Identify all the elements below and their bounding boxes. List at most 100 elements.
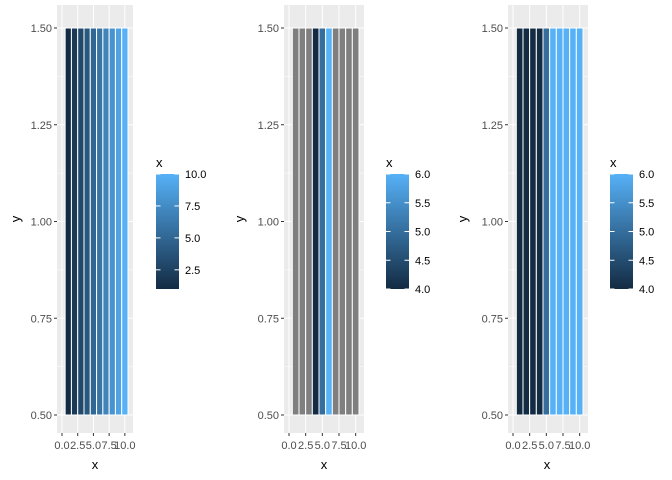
x-tick-label: 0.0: [505, 440, 520, 452]
panel-1-legend-colorbar: [156, 174, 179, 289]
tile: [64, 27, 72, 416]
tile: [83, 27, 91, 416]
tile: [575, 27, 584, 416]
tile: [515, 27, 524, 416]
x-tick-label: 2.5: [70, 440, 85, 452]
tile: [305, 27, 313, 416]
legend-label: 2.5: [185, 265, 200, 277]
legend-label: 4.0: [639, 284, 654, 296]
tile: [102, 27, 110, 416]
panel-2-legend-colorbar: [386, 174, 409, 289]
panel-2-tiles: [291, 27, 360, 416]
tile: [351, 27, 360, 416]
panel-2-legend: x 4.0 4.5 5.0 5.5 6.0: [386, 155, 430, 296]
tile: [311, 27, 320, 416]
legend-label: 4.5: [415, 255, 430, 267]
legend-label: 4.0: [415, 284, 430, 296]
panel-3-y-ticks: 0.50 0.75 1.00 1.25 1.50: [482, 23, 508, 422]
panel-2-y-ticks: 0.50 0.75 1.00 1.25 1.50: [258, 23, 284, 422]
panel-3-legend: x 4.0 4.5 5.0 5.5 6.0: [610, 155, 654, 296]
x-tick-label: 0.0: [54, 440, 69, 452]
panel-1-x-axis-title: x: [92, 457, 99, 472]
y-tick-label: 1.00: [258, 217, 279, 229]
y-tick-label: 1.25: [258, 120, 279, 132]
y-tick-label: 0.50: [258, 410, 279, 422]
panel-3-legend-colorbar: [610, 174, 633, 289]
legend-label: 5.0: [639, 227, 654, 239]
tile: [318, 27, 327, 416]
panel-2: 0.500.751.001.251.50 0.0 2.5 5.0 7.510.0 x …: [232, 5, 430, 472]
x-tick-label: 5.0: [315, 440, 330, 452]
legend-label: 5.5: [415, 198, 430, 210]
y-tick-label: 0.50: [482, 410, 503, 422]
tile: [121, 27, 129, 416]
tile: [108, 27, 116, 416]
x-tick-label: 10.0: [114, 440, 135, 452]
x-tick-label: 7.5: [555, 440, 570, 452]
x-tick-label: 7.5: [331, 440, 346, 452]
x-tick-label: 2.5: [298, 440, 313, 452]
legend-label: 5.5: [639, 198, 654, 210]
x-tick-label: 5.0: [86, 440, 101, 452]
panel-1-legend-ticks: 2.5 5.0 7.5 10.0: [156, 169, 206, 277]
y-tick-label: 0.50: [31, 410, 52, 422]
panel-2-legend-title: x: [386, 155, 393, 170]
tile: [325, 27, 333, 416]
y-tick-label: 1.50: [31, 23, 52, 35]
tile: [291, 27, 300, 416]
tile: [542, 27, 551, 416]
x-tick-label: 5.0: [539, 440, 554, 452]
panel-3-x-axis-title: x: [544, 457, 551, 472]
x-tick-label: 10.0: [345, 440, 366, 452]
panel-2-x-axis-title: x: [321, 457, 328, 472]
tile: [555, 27, 564, 416]
tile: [529, 27, 537, 416]
tile: [331, 27, 340, 416]
tile: [89, 27, 98, 416]
panel-2-legend-ticks: 4.0 4.5 5.0 5.5 6.0: [386, 169, 430, 296]
panel-3: 0.500.751.001.251.50 0.0 2.5 5.0 7.510.0 x …: [455, 5, 654, 472]
panel-1: 0.500.751.001.251.50 0.0 2.5 5.0 7.510.0 x …: [8, 5, 206, 472]
panel-1-tiles: [64, 27, 129, 416]
legend-label: 6.0: [639, 169, 654, 181]
tile: [549, 27, 557, 416]
legend-label: 5.0: [185, 233, 200, 245]
tile: [70, 27, 79, 416]
y-tick-label: 1.50: [482, 23, 503, 35]
tile: [96, 27, 104, 416]
panel-1-y-ticks: 0.50 0.75 1.00 1.25 1.50: [31, 23, 57, 422]
legend-label: 10.0: [185, 169, 206, 181]
y-tick-label: 1.00: [31, 217, 52, 229]
x-tick-label: 2.5: [522, 440, 537, 452]
panel-3-tiles: [515, 27, 584, 416]
y-tick-label: 1.00: [482, 217, 503, 229]
tile: [298, 27, 307, 416]
x-tick-label: 7.5: [101, 440, 116, 452]
panel-1-x-ticks: 0.0 2.5 5.0 7.510.0: [54, 433, 136, 452]
panel-3-legend-ticks: 4.0 4.5 5.0 5.5 6.0: [610, 169, 654, 296]
tile: [345, 27, 353, 416]
y-tick-label: 1.25: [482, 120, 503, 132]
tile: [338, 27, 347, 416]
panel-1-y-axis-title: y: [8, 215, 23, 222]
legend-label: 4.5: [639, 255, 654, 267]
legend-label: 7.5: [185, 201, 200, 213]
panel-3-y-axis-title: y: [455, 215, 470, 222]
tile: [522, 27, 531, 416]
tile: [569, 27, 577, 416]
y-tick-label: 1.25: [31, 120, 52, 132]
y-tick-label: 0.75: [31, 313, 52, 325]
tile: [114, 27, 123, 416]
y-tick-label: 0.75: [258, 313, 279, 325]
y-tick-label: 1.50: [258, 23, 279, 35]
tile: [562, 27, 571, 416]
panel-3-x-ticks: 0.0 2.5 5.0 7.510.0: [505, 433, 590, 452]
tile: [77, 27, 85, 416]
panel-3-legend-title: x: [610, 155, 617, 170]
x-tick-label: 0.0: [281, 440, 296, 452]
legend-label: 6.0: [415, 169, 430, 181]
x-tick-label: 10.0: [569, 440, 590, 452]
panel-1-legend-title: x: [156, 155, 163, 170]
y-tick-label: 0.75: [482, 313, 503, 325]
